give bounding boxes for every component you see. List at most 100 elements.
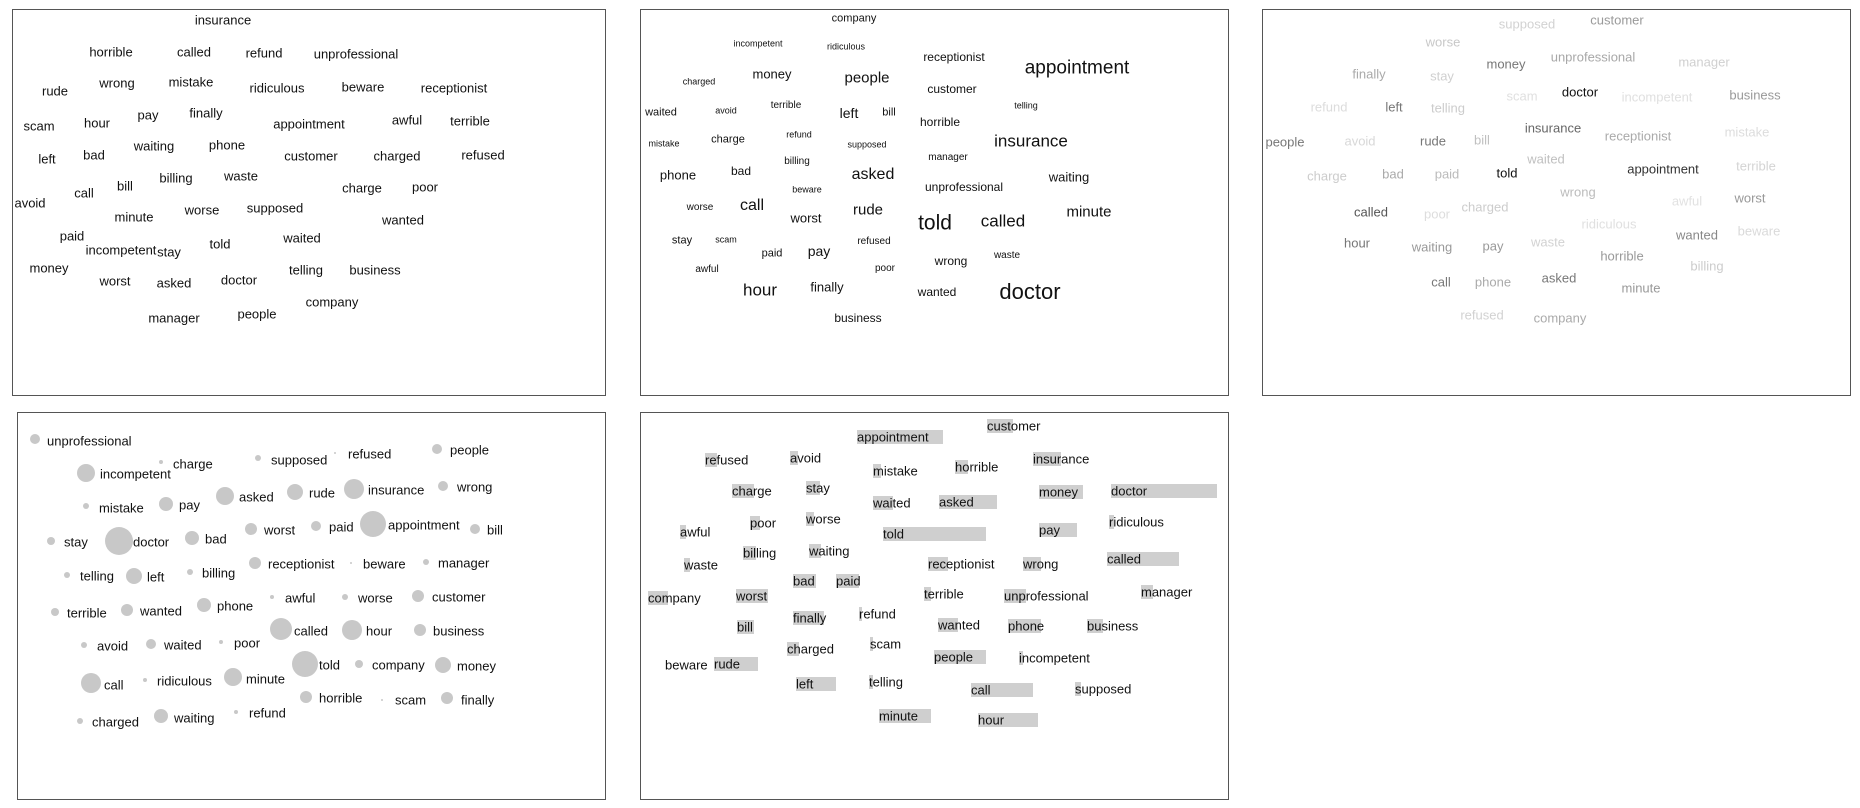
word-label: pay xyxy=(1482,238,1504,254)
word-label: manager xyxy=(148,310,200,326)
word-label: charge xyxy=(711,133,745,146)
word-label: mistake xyxy=(873,463,918,479)
frequency-bar xyxy=(1107,552,1179,566)
word-label: waited xyxy=(645,106,677,119)
word-label: rude xyxy=(41,83,69,99)
word-label: wanted xyxy=(1676,227,1718,243)
frequency-bar xyxy=(806,512,814,526)
word-label: doctor xyxy=(999,279,1061,304)
word-label: supposed xyxy=(1498,16,1556,32)
word-label: supposed xyxy=(271,452,328,468)
word-label: money xyxy=(1039,484,1079,500)
word-label: customer xyxy=(432,589,486,605)
word-label: stay xyxy=(671,234,693,247)
word-label: paid xyxy=(59,228,85,244)
frequency-circle xyxy=(342,620,362,640)
frequency-circle xyxy=(185,531,199,545)
frequency-circle xyxy=(270,618,292,640)
word-label: poor xyxy=(234,635,261,651)
frequency-circle xyxy=(350,562,352,564)
word-label: refund xyxy=(245,45,283,61)
word-label: terrible xyxy=(924,586,964,602)
word-label: refund xyxy=(859,606,896,622)
word-label: called xyxy=(1107,551,1141,567)
frequency-circle xyxy=(77,464,95,482)
word-label: appointment xyxy=(388,517,460,533)
word-label: horrible xyxy=(1600,248,1644,264)
word-label: wanted xyxy=(382,212,424,228)
word-label: paid xyxy=(329,519,354,535)
word-label: stay xyxy=(64,534,88,550)
word-label: worse xyxy=(806,511,841,527)
word-label: billing xyxy=(202,565,236,581)
word-label: beware xyxy=(341,79,385,95)
frequency-circle xyxy=(381,699,383,701)
word-label: refund xyxy=(786,129,812,140)
frequency-circle xyxy=(121,604,133,616)
frequency-bar xyxy=(1039,523,1077,537)
frequency-bar xyxy=(883,527,986,541)
word-label: scam xyxy=(715,234,737,245)
frequency-circle xyxy=(234,710,238,714)
word-label: left xyxy=(839,105,859,121)
word-label: refused xyxy=(1460,307,1504,323)
word-cloud-panel-bars: customer appointment refused avoid mistake ho… xyxy=(640,412,1229,800)
word-label: asked xyxy=(156,275,192,291)
frequency-circle xyxy=(441,692,453,704)
word-label: charged xyxy=(92,714,139,730)
frequency-circle xyxy=(360,511,386,537)
word-label: money xyxy=(29,260,69,276)
word-label: hour xyxy=(1343,235,1371,251)
word-label: money xyxy=(457,658,497,674)
word-label: company xyxy=(372,657,425,673)
frequency-circle xyxy=(438,481,448,491)
word-label: left xyxy=(1385,99,1403,115)
word-label: pay xyxy=(137,107,159,123)
word-label: told xyxy=(883,526,904,542)
word-label: beware xyxy=(665,657,708,673)
word-label: wrong xyxy=(99,75,135,91)
frequency-circle xyxy=(216,487,234,505)
word-label: manager xyxy=(928,152,968,163)
word-label: telling xyxy=(80,568,114,584)
word-label: waiting xyxy=(1411,239,1453,255)
frequency-bar xyxy=(680,525,686,539)
frequency-bar xyxy=(928,557,948,571)
word-label: stay xyxy=(1430,68,1454,84)
frequency-circle xyxy=(159,497,173,511)
word-label: charge xyxy=(342,180,382,196)
frequency-circle xyxy=(77,718,83,724)
frequency-circle xyxy=(64,572,70,578)
word-label: business xyxy=(433,623,485,639)
word-label: worst xyxy=(99,273,131,289)
word-label: charged xyxy=(373,148,421,164)
word-label: horrible xyxy=(89,44,133,60)
frequency-circle xyxy=(414,624,426,636)
word-label: paid xyxy=(1434,166,1460,182)
word-label: hour xyxy=(83,115,111,131)
word-label: customer xyxy=(284,148,338,164)
word-label: bill xyxy=(737,619,753,635)
word-label: avoid xyxy=(14,195,46,211)
word-label: people xyxy=(844,69,890,87)
word-label: pay xyxy=(179,497,200,513)
word-label: beware xyxy=(792,184,822,195)
word-label: call xyxy=(971,682,991,698)
word-label: horrible xyxy=(919,115,961,129)
word-label: charge xyxy=(1307,168,1347,184)
frequency-bar xyxy=(955,460,968,474)
frequency-bar xyxy=(793,574,816,588)
word-label: receptionist xyxy=(420,80,488,96)
frequency-bar xyxy=(737,620,754,634)
word-label: customer xyxy=(927,82,977,96)
word-label: rude xyxy=(1419,133,1447,149)
word-label: unprofessional xyxy=(924,180,1004,194)
word-label: refund xyxy=(1310,99,1348,115)
word-label: business xyxy=(834,311,882,325)
word-cloud-panel-circles: unprofessional incompetent charge supposed r… xyxy=(17,412,606,800)
word-label: phone xyxy=(1474,274,1512,290)
frequency-circle xyxy=(51,608,59,616)
frequency-bar xyxy=(938,618,958,632)
word-label: mistake xyxy=(168,74,214,90)
word-label: stay xyxy=(806,480,830,496)
